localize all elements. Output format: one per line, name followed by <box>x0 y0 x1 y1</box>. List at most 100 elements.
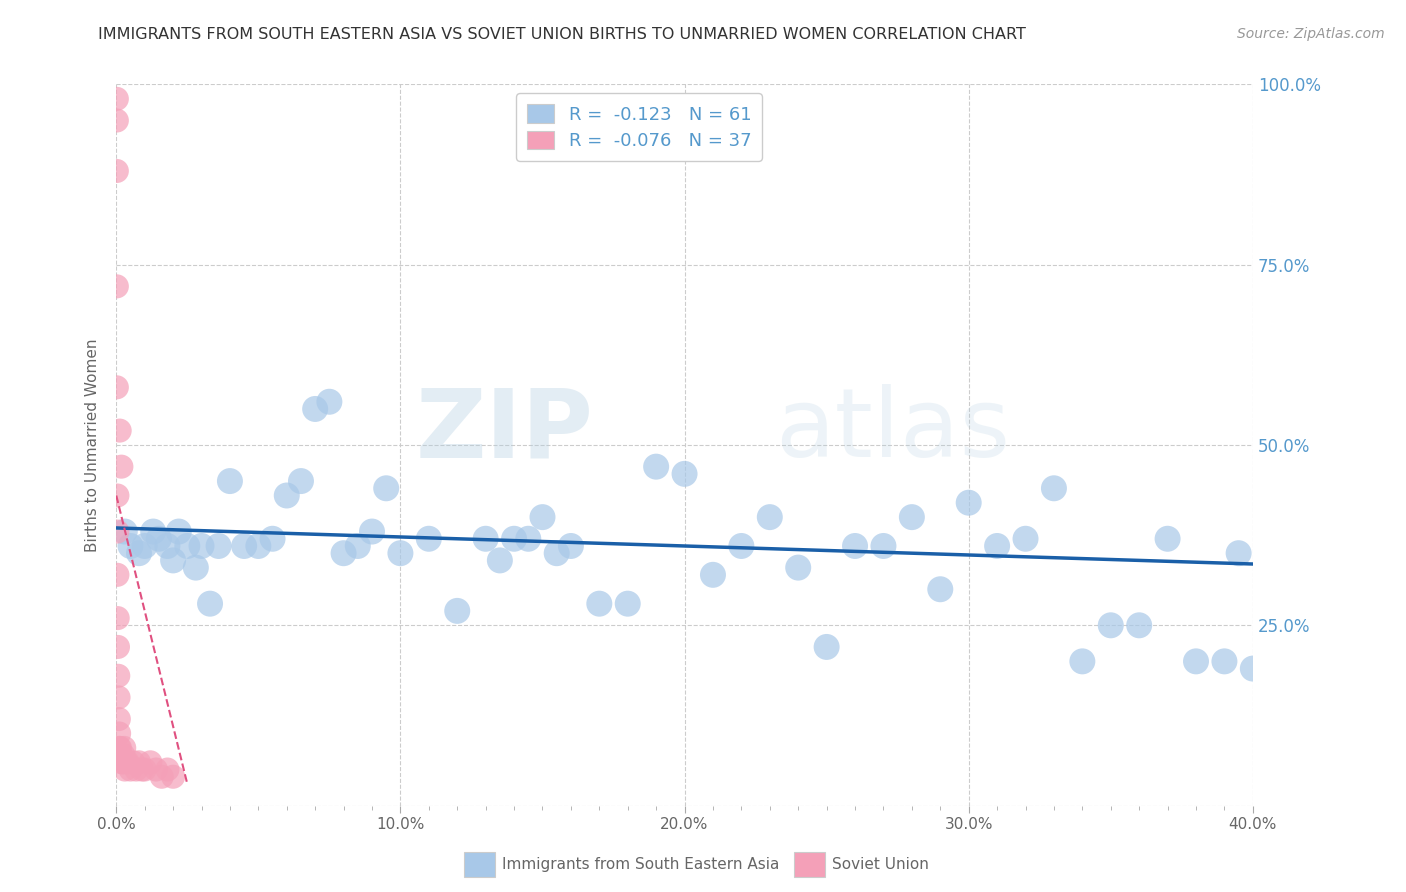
Point <box>673 467 696 481</box>
Point <box>108 740 131 755</box>
Point <box>184 560 207 574</box>
Point <box>588 597 610 611</box>
Point <box>730 539 752 553</box>
Point <box>128 756 150 770</box>
Text: Source: ZipAtlas.com: Source: ZipAtlas.com <box>1237 27 1385 41</box>
Point <box>134 539 156 553</box>
Point <box>262 532 284 546</box>
Point <box>986 539 1008 553</box>
Point <box>131 763 153 777</box>
Point <box>759 510 782 524</box>
Point <box>207 539 229 553</box>
Point <box>107 611 129 625</box>
Point <box>318 394 340 409</box>
Point <box>167 524 190 539</box>
Point <box>110 748 132 763</box>
Point <box>110 459 132 474</box>
Point <box>107 567 129 582</box>
Point <box>361 524 384 539</box>
Point <box>150 770 173 784</box>
Point <box>108 740 131 755</box>
Point <box>156 763 179 777</box>
Point <box>446 604 468 618</box>
Point <box>304 401 326 416</box>
Point <box>105 164 128 178</box>
Point <box>815 640 838 654</box>
Point <box>190 539 212 553</box>
Point <box>787 560 810 574</box>
Point <box>107 640 129 654</box>
Point <box>112 740 135 755</box>
Point <box>546 546 568 560</box>
Point <box>489 553 512 567</box>
Point <box>247 539 270 553</box>
Point <box>1128 618 1150 632</box>
Point <box>645 459 668 474</box>
Point <box>105 92 128 106</box>
Text: ZIP: ZIP <box>416 384 593 477</box>
Point <box>872 539 894 553</box>
Point <box>117 756 139 770</box>
Point <box>122 756 145 770</box>
Point <box>120 539 142 553</box>
Point <box>1156 532 1178 546</box>
Point <box>389 546 412 560</box>
Point <box>474 532 496 546</box>
Point <box>517 532 540 546</box>
Point <box>156 539 179 553</box>
Point <box>901 510 924 524</box>
Point <box>107 488 129 502</box>
Point <box>276 488 298 502</box>
Point <box>142 524 165 539</box>
Point <box>1213 654 1236 668</box>
Point <box>134 763 156 777</box>
Point <box>111 756 134 770</box>
Point <box>107 669 129 683</box>
Point <box>108 726 131 740</box>
Point <box>418 532 440 546</box>
Point <box>112 748 135 763</box>
Point <box>115 756 138 770</box>
Point <box>162 553 184 567</box>
Point <box>128 546 150 560</box>
Point <box>233 539 256 553</box>
Point <box>531 510 554 524</box>
Point <box>108 712 131 726</box>
Point <box>702 567 724 582</box>
Point <box>139 756 162 770</box>
Text: Immigrants from South Eastern Asia: Immigrants from South Eastern Asia <box>502 857 779 871</box>
Point <box>105 279 128 293</box>
Point <box>120 763 142 777</box>
Point <box>111 756 134 770</box>
Point <box>929 582 952 597</box>
Y-axis label: Births to Unmarried Women: Births to Unmarried Women <box>86 338 100 552</box>
Point <box>616 597 638 611</box>
Point <box>148 532 170 546</box>
Text: IMMIGRANTS FROM SOUTH EASTERN ASIA VS SOVIET UNION BIRTHS TO UNMARRIED WOMEN COR: IMMIGRANTS FROM SOUTH EASTERN ASIA VS SO… <box>98 27 1026 42</box>
Point <box>1014 532 1036 546</box>
Point <box>198 597 221 611</box>
Point <box>1099 618 1122 632</box>
Point <box>346 539 368 553</box>
Point <box>219 474 242 488</box>
Legend: R =  -0.123   N = 61, R =  -0.076   N = 37: R = -0.123 N = 61, R = -0.076 N = 37 <box>516 94 762 161</box>
Point <box>176 539 198 553</box>
Text: Soviet Union: Soviet Union <box>832 857 929 871</box>
Point <box>145 763 167 777</box>
Point <box>1043 481 1066 495</box>
Point <box>114 524 136 539</box>
Point <box>1241 662 1264 676</box>
Point <box>1227 546 1250 560</box>
Point <box>108 424 131 438</box>
Point <box>332 546 354 560</box>
Point <box>125 763 148 777</box>
Point <box>1071 654 1094 668</box>
Point <box>114 763 136 777</box>
Point <box>162 770 184 784</box>
Point <box>107 690 129 705</box>
Point <box>107 524 129 539</box>
Point <box>105 380 128 394</box>
Point <box>375 481 398 495</box>
Point <box>957 496 980 510</box>
Point <box>105 113 128 128</box>
